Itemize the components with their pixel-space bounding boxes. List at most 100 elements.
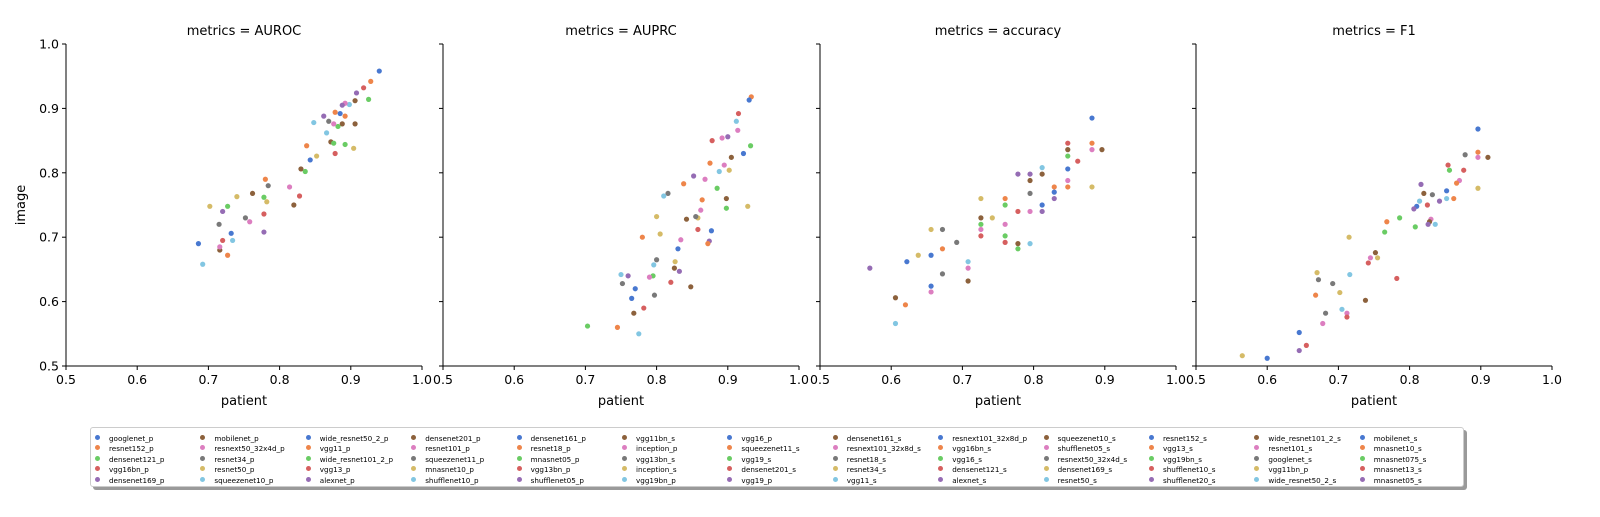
data-point xyxy=(665,190,671,197)
legend-column: squeezenet10_s shufflenet05_s resnext50_32… xyxy=(1040,434,1128,486)
legend-marker xyxy=(1149,435,1154,440)
data-point xyxy=(1446,167,1453,173)
x-tick-label: 0.7 xyxy=(1328,372,1348,387)
legend-marker xyxy=(727,445,733,451)
data-point xyxy=(1296,347,1302,354)
legend-marker xyxy=(305,455,311,461)
data-point xyxy=(867,265,873,271)
data-point xyxy=(195,241,202,247)
data-point xyxy=(709,138,715,144)
legend-marker xyxy=(622,476,627,482)
legend-label: vgg13bn_s xyxy=(636,454,675,464)
data-point xyxy=(978,215,984,221)
legend-marker xyxy=(727,466,733,472)
data-point xyxy=(307,157,313,163)
legend-label: resnext50_32x4d_p xyxy=(214,444,285,454)
data-point xyxy=(1416,198,1423,204)
data-point xyxy=(651,292,658,298)
x-tick-label: 0.7 xyxy=(198,372,218,387)
data-point xyxy=(671,265,678,271)
legend-marker xyxy=(1043,476,1049,482)
legend-marker xyxy=(1043,455,1049,461)
legend-entry: resnet34_p xyxy=(196,455,284,465)
legend-label: vgg19bn_s xyxy=(1163,454,1202,464)
data-point xyxy=(714,185,720,191)
data-point xyxy=(1051,189,1057,195)
legend-marker xyxy=(938,435,944,440)
legend-marker xyxy=(200,455,206,461)
legend-column: densenet161_p resnet18_p mnasnet05_p vgg13b… xyxy=(513,434,586,486)
legend-entry: resnet18_p xyxy=(513,444,586,454)
data-point xyxy=(332,150,338,157)
legend-entry: shufflenet20_s xyxy=(1145,476,1216,486)
legend-label: resnet50_p xyxy=(214,465,255,475)
legend-label: densenet169_s xyxy=(1057,465,1113,475)
data-point xyxy=(249,190,256,197)
legend-label: resnet34_s xyxy=(846,465,887,475)
legend-label: wide_resnet50_2_s xyxy=(1268,475,1337,485)
data-point xyxy=(1445,162,1451,168)
legend-label: densenet201_p xyxy=(425,434,481,443)
legend-label: vgg16_p xyxy=(741,434,773,443)
legend-marker xyxy=(516,455,522,461)
legend-marker xyxy=(1043,466,1049,472)
legend-marker xyxy=(516,445,522,451)
data-point xyxy=(1475,126,1481,132)
data-point xyxy=(683,216,690,222)
legend-entry: squeezenet10_s xyxy=(1040,434,1128,444)
data-point xyxy=(725,134,731,140)
y-tick-label: 0.5 xyxy=(39,359,59,374)
data-point xyxy=(641,305,647,311)
data-point xyxy=(639,234,645,240)
panel-4: metrics = F1 0.5 0.6 0.7 0.8 0.9 1.0 patient xyxy=(1186,24,1562,409)
legend-label: squeezenet10_p xyxy=(214,475,274,485)
legend-label: shufflenet05_s xyxy=(1057,444,1111,454)
legend-label: mobilenet_s xyxy=(1373,434,1418,443)
data-point xyxy=(228,230,234,236)
data-point xyxy=(234,194,240,200)
data-point xyxy=(705,241,711,247)
data-point xyxy=(1065,184,1071,190)
legend-column: vgg11bn_s inception_p vgg13bn_s inception_s… xyxy=(618,434,677,486)
panel-2: metrics = AUPRC 0.5 0.6 0.7 0.8 0.9 1.0 patient xyxy=(433,24,809,409)
legend-label: wide_resnet101_2_s xyxy=(1268,434,1341,443)
legend-marker xyxy=(1043,435,1049,440)
legend-marker xyxy=(1149,455,1154,461)
legend-marker xyxy=(305,435,311,440)
data-point xyxy=(698,207,704,213)
legend-marker xyxy=(727,455,733,461)
legend-entry: squeezenet11_p xyxy=(407,455,484,465)
legend-entry: vgg11bn_p xyxy=(1250,465,1340,475)
legend-entry: vgg13bn_p xyxy=(513,465,586,475)
data-point xyxy=(1015,208,1021,215)
data-point xyxy=(978,233,984,239)
legend-label: googlenet_p xyxy=(109,434,154,443)
legend-entry: mnasnet10_s xyxy=(1356,444,1427,454)
legend-column: wide_resnet50_2_p vgg11_p wide_resnet101_2… xyxy=(302,434,393,486)
legend-column: resnet152_s vgg13_s vgg19bn_s shufflenet10_… xyxy=(1145,434,1216,486)
x-tick-label: 1.0 xyxy=(1166,372,1186,387)
data-point xyxy=(346,101,352,108)
legend-marker xyxy=(411,435,417,440)
legend-marker xyxy=(622,466,627,472)
legend-marker xyxy=(832,435,838,440)
legend-marker xyxy=(305,476,311,482)
legend-marker xyxy=(516,435,522,440)
legend-marker xyxy=(622,455,627,461)
y-tick-label: 0.9 xyxy=(39,101,59,116)
data-point xyxy=(200,261,206,267)
legend-entry: resnext101_32x8d_p xyxy=(934,434,1027,444)
x-axis-label: patient xyxy=(975,394,1021,409)
data-point xyxy=(368,78,374,84)
legend-entry: densenet169_p xyxy=(91,476,164,486)
legend-marker xyxy=(1254,455,1260,461)
x-tick-label: 0.5 xyxy=(810,372,830,387)
legend-marker xyxy=(305,445,311,451)
data-point xyxy=(723,205,729,211)
legend-label: densenet201_s xyxy=(741,465,796,475)
data-point xyxy=(676,268,682,274)
legend-column: densenet201_p resnet101_p squeezenet11_p mn… xyxy=(407,434,484,486)
legend-label: vgg19_p xyxy=(741,475,773,485)
legend-marker xyxy=(1359,476,1365,482)
legend-label: wide_resnet50_2_p xyxy=(319,434,389,443)
